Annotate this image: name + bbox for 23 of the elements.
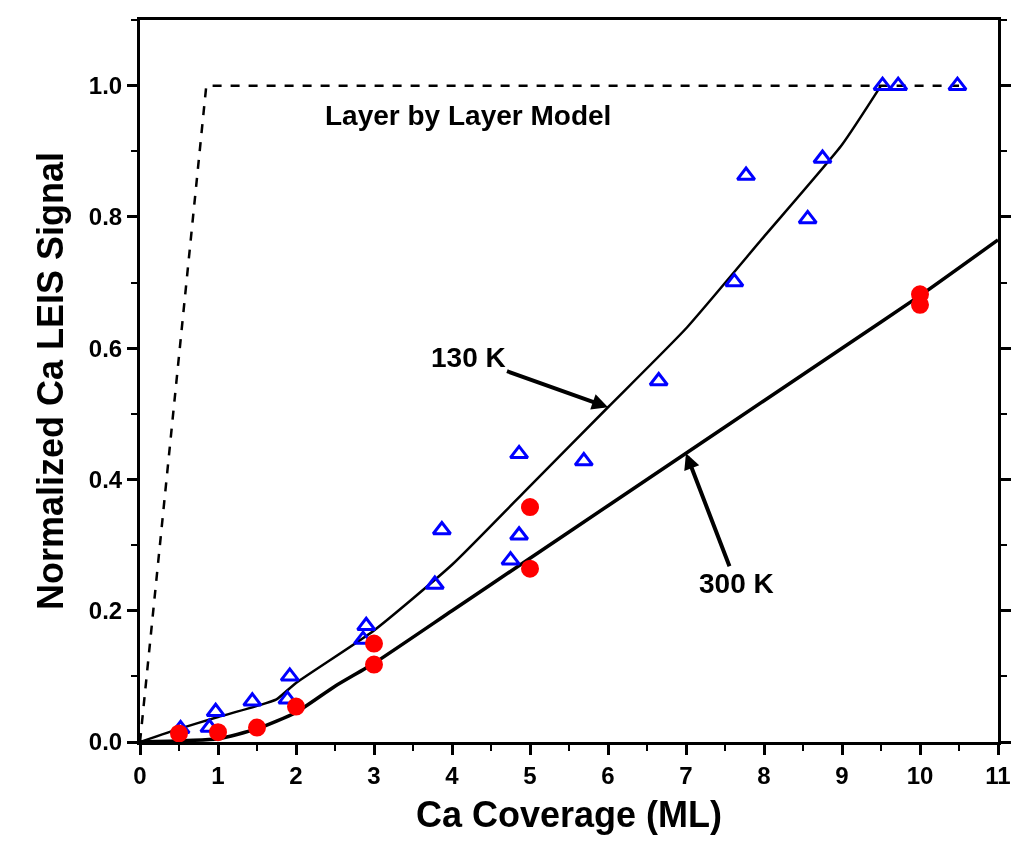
y-tick-label: 0.2	[88, 597, 123, 625]
x-tick-label: 8	[757, 761, 771, 789]
annotation: 130 K	[431, 342, 506, 373]
x-axis-title: Ca Coverage (ML)	[415, 794, 723, 836]
x-tick-label: 10	[906, 761, 934, 789]
y-tick-label: 0.6	[88, 334, 123, 362]
annotation: Layer by Layer Model	[325, 100, 612, 131]
y-tick-label: 0.0	[88, 728, 123, 756]
x-tick-label: 3	[367, 761, 381, 789]
x-tick-label: 4	[445, 761, 460, 789]
x-tick-label: 6	[601, 761, 615, 789]
y-tick-label: 0.8	[88, 203, 123, 231]
x-tick-label: 5	[523, 761, 537, 789]
annotation: 300 K	[699, 568, 774, 599]
x-tick-label: 1	[211, 761, 225, 789]
x-tick-label: 2	[289, 761, 303, 789]
y-tick-label: 0.4	[88, 465, 123, 493]
x-tick-label: 9	[835, 761, 849, 789]
x-tick-label: 11	[985, 761, 1011, 789]
y-axis-title: Normalized Ca LEIS Signal	[29, 151, 71, 611]
x-tick-label: 7	[679, 761, 693, 789]
y-tick-label: 1.0	[88, 72, 123, 100]
x-tick-label: 0	[133, 761, 147, 789]
